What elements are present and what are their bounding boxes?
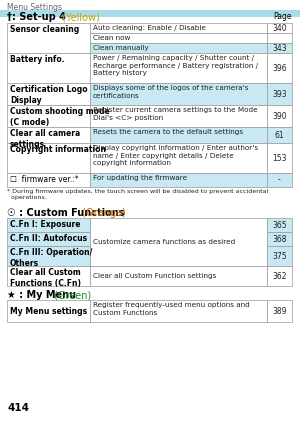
Bar [90, 143, 267, 173]
Text: Customize camera functions as desired: Customize camera functions as desired [93, 239, 235, 245]
Text: -: - [278, 176, 281, 184]
Bar [7, 23, 90, 53]
Text: Custom shooting mode
(C mode): Custom shooting mode (C mode) [10, 107, 110, 127]
Bar [267, 83, 292, 105]
Bar [7, 300, 90, 322]
Bar [267, 105, 292, 127]
Text: 153: 153 [272, 154, 287, 162]
Bar [267, 127, 292, 143]
Bar [90, 105, 267, 127]
Bar [267, 266, 292, 286]
Text: 343: 343 [272, 44, 287, 52]
Text: * During firmware updates, the touch screen will be disabled to prevent accident: * During firmware updates, the touch scr… [7, 189, 268, 200]
Bar [267, 246, 292, 266]
Bar [7, 83, 90, 105]
Bar [7, 218, 90, 232]
Text: Power / Remaining capacity / Shutter count /
Recharge performance / Battery regi: Power / Remaining capacity / Shutter cou… [93, 55, 258, 76]
Text: Certification Logo
Display: Certification Logo Display [10, 85, 88, 105]
Text: 61: 61 [275, 131, 284, 140]
Text: (Orange): (Orange) [79, 208, 126, 218]
Text: Clear all camera
settings: Clear all camera settings [10, 129, 80, 149]
Text: C.Fn III: Operation/
Others: C.Fn III: Operation/ Others [10, 248, 92, 268]
Bar [267, 173, 292, 187]
Bar [90, 23, 267, 33]
Text: 362: 362 [272, 272, 287, 280]
Bar [90, 300, 267, 322]
Bar [7, 232, 90, 246]
Bar [90, 266, 267, 286]
Bar [90, 83, 267, 105]
Text: 414: 414 [7, 403, 29, 413]
Bar [267, 300, 292, 322]
Bar [90, 33, 267, 43]
Text: C.Fn I: Exposure: C.Fn I: Exposure [10, 220, 80, 229]
Text: Displays some of the logos of the camera's
certifications: Displays some of the logos of the camera… [93, 85, 248, 99]
Bar [0, 10, 300, 17]
Bar [7, 173, 90, 187]
Text: 389: 389 [272, 307, 287, 316]
Text: (Green): (Green) [51, 290, 91, 300]
Bar [267, 53, 292, 83]
Text: Resets the camera to the default settings: Resets the camera to the default setting… [93, 129, 243, 135]
Bar [7, 143, 90, 173]
Text: Register frequently-used menu options and
Custom Functions: Register frequently-used menu options an… [93, 302, 250, 316]
Bar [90, 53, 267, 83]
Bar [7, 105, 90, 127]
Text: †: Set-up 4: †: Set-up 4 [7, 12, 66, 22]
Bar [267, 23, 292, 33]
Text: ☐  firmware ver.:*: ☐ firmware ver.:* [10, 175, 79, 184]
Text: (Yellow): (Yellow) [59, 12, 100, 22]
Text: Battery info.: Battery info. [10, 55, 64, 64]
Text: 368: 368 [272, 234, 287, 244]
Bar [267, 232, 292, 246]
Text: Sensor cleaning: Sensor cleaning [10, 25, 79, 34]
Text: My Menu settings: My Menu settings [10, 307, 87, 316]
Text: ★ : My Menu: ★ : My Menu [7, 290, 76, 300]
Text: Clean now: Clean now [93, 35, 130, 41]
Bar [7, 53, 90, 83]
Bar [267, 143, 292, 173]
Text: C.Fn II: Autofocus: C.Fn II: Autofocus [10, 234, 87, 243]
Bar [267, 33, 292, 43]
Text: ☉ : Custom Functions: ☉ : Custom Functions [7, 208, 124, 218]
Bar [90, 127, 267, 143]
Text: 340: 340 [272, 24, 287, 33]
Text: 365: 365 [272, 220, 287, 230]
Text: Display copyright information / Enter author's
name / Enter copyright details / : Display copyright information / Enter au… [93, 145, 258, 166]
Text: 375: 375 [272, 252, 287, 261]
Bar [7, 266, 90, 286]
Text: 396: 396 [272, 63, 287, 72]
Text: Register current camera settings to the Mode
Dial's <C> position: Register current camera settings to the … [93, 107, 258, 121]
Bar [7, 127, 90, 143]
Bar [90, 218, 267, 266]
Text: Auto cleaning: Enable / Disable: Auto cleaning: Enable / Disable [93, 25, 206, 30]
Bar [90, 43, 267, 53]
Bar [7, 246, 90, 266]
Text: Copyright information: Copyright information [10, 145, 106, 154]
Bar [267, 218, 292, 232]
Text: 390: 390 [272, 112, 287, 121]
Text: 393: 393 [272, 90, 287, 99]
Text: Menu Settings: Menu Settings [7, 3, 62, 12]
Bar [90, 173, 267, 187]
Text: Page: Page [274, 12, 292, 21]
Text: Clear all Custom Function settings: Clear all Custom Function settings [93, 273, 216, 279]
Bar [267, 43, 292, 53]
Text: For updating the firmware: For updating the firmware [93, 175, 187, 181]
Text: Clear all Custom
Functions (C.Fn): Clear all Custom Functions (C.Fn) [10, 268, 81, 288]
Text: Clean manually: Clean manually [93, 44, 149, 50]
